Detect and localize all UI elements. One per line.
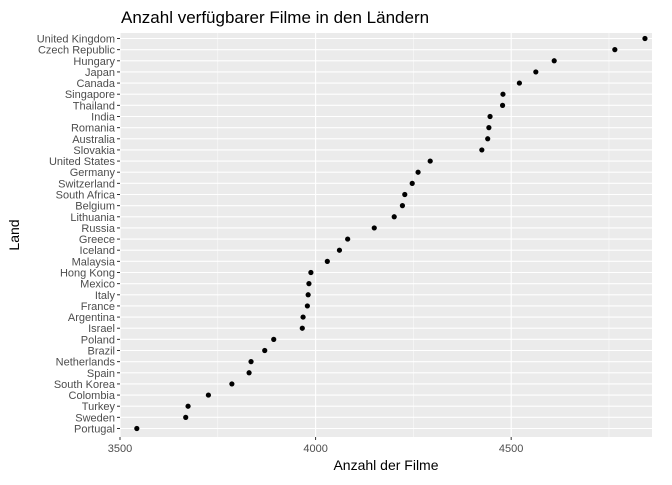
y-tick-label: Netherlands [56,357,116,369]
data-point [271,336,277,342]
y-tick-label: United States [49,156,116,168]
data-point [551,58,557,64]
data-point [391,214,397,220]
y-tick-label: South Africa [56,190,116,202]
y-tick-label: Colombia [69,390,116,402]
data-point [642,35,648,42]
data-point [183,414,189,420]
x-tick-label: 4000 [303,443,327,455]
minor-gridlines [217,33,610,437]
y-tick-label: Japan [85,67,115,79]
y-tick-label: Switzerland [58,178,115,190]
y-tick-label: Greece [79,234,115,246]
x-tick-label: 3500 [108,443,132,455]
data-point [345,236,351,242]
y-tick-label: Russia [81,223,116,235]
data-point [205,392,212,398]
x-tick-label: 4500 [499,443,523,455]
data-point [486,125,492,131]
data-points [134,35,648,432]
y-tick-label: Brazil [87,346,115,358]
y-tick-label: Czech Republic [38,45,116,57]
data-point [533,69,539,75]
y-tick-label: Australia [72,134,116,146]
y-tick-label: Hungary [73,56,115,68]
y-tick-label: Singapore [65,89,115,101]
y-tick-label: Israel [88,323,115,335]
y-tick-label: Italy [95,290,116,302]
y-tick-label: France [81,301,115,313]
data-point [402,191,408,198]
data-point [612,47,618,53]
y-tick-label: Slovakia [73,145,115,157]
data-point [299,325,305,331]
y-tick-label: Argentina [68,312,116,324]
data-point [427,158,433,164]
data-point [246,370,252,376]
chart-title: Anzahl verfügbarer Filme in den Ländern [121,8,429,27]
y-tick-label: Mexico [80,279,115,291]
y-tick-label: Lithuania [70,212,116,224]
data-point [399,203,406,209]
data-point [485,136,491,142]
data-point [500,91,506,97]
y-tick-label: Hong Kong [60,268,115,280]
data-point [409,180,415,186]
y-axis-title: Land [6,219,22,250]
x-axis-ticks: 3500 4000 4500 [108,437,523,455]
y-tick-label: South Korea [54,379,116,391]
y-tick-label: Thailand [73,100,115,112]
y-tick-label: Germany [70,167,116,179]
y-tick-label: Sweden [75,412,115,424]
data-point [324,258,330,264]
y-tick-label: Belgium [75,201,115,213]
data-point [415,169,421,175]
data-point [248,359,254,365]
data-point [516,80,522,86]
data-point [134,425,140,432]
data-point [304,303,310,309]
y-tick-label: India [91,112,116,124]
data-point [300,314,306,320]
y-tick-label: Portugal [74,424,115,436]
y-tick-label: United Kingdom [37,34,115,46]
data-point [306,281,312,287]
data-point [305,292,311,298]
data-point [487,113,493,120]
x-axis-title: Anzahl der Filme [333,457,438,473]
y-tick-label: Spain [87,368,115,380]
y-tick-label: Turkey [82,401,116,413]
y-tick-label: Canada [76,78,115,90]
major-gridlines [119,33,652,437]
data-point [479,147,485,153]
y-tick-label: Iceland [80,245,115,257]
data-point [336,247,343,253]
data-point [185,403,191,409]
data-point [308,269,314,276]
y-tick-label: Romania [71,123,116,135]
data-point [371,225,377,231]
y-tick-label: Poland [81,334,115,346]
y-tick-label: Malaysia [72,256,116,268]
data-point [262,347,268,354]
data-point [499,102,506,108]
data-point [229,381,235,387]
panel-background [120,33,652,437]
